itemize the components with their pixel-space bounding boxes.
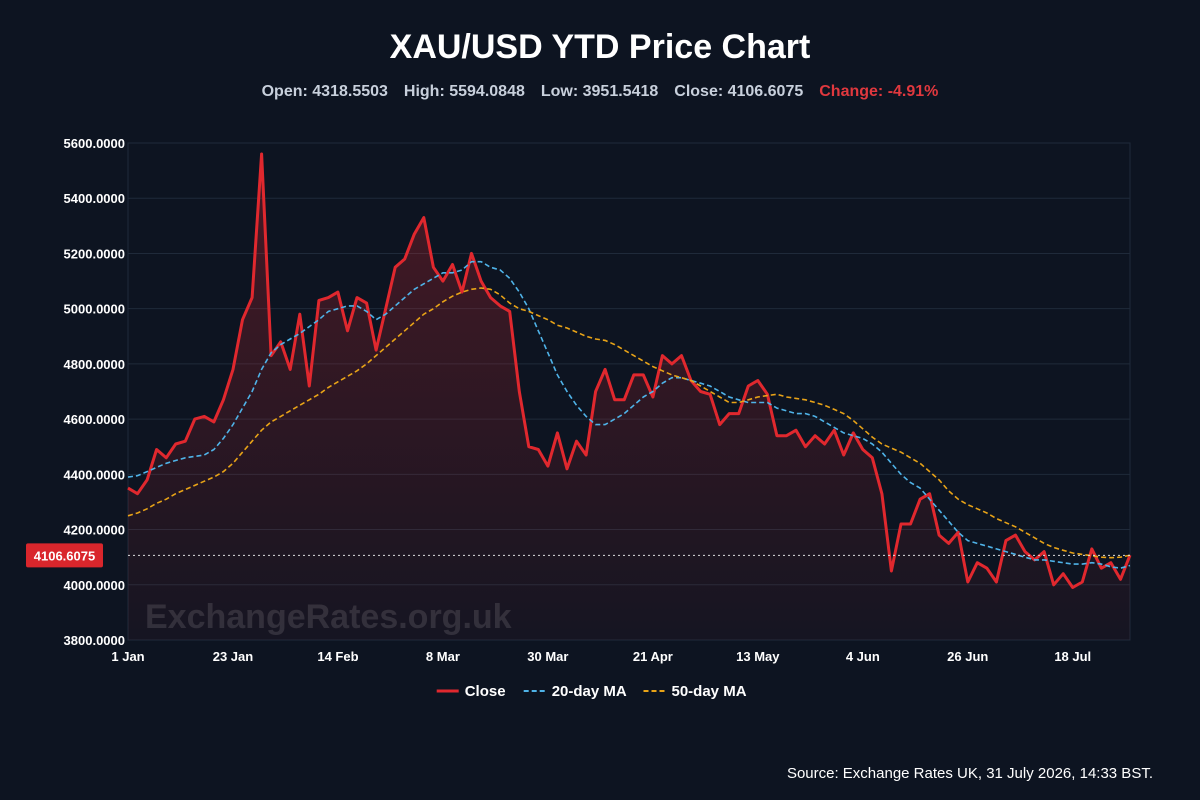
x-tick-label: 14 Feb: [317, 649, 358, 664]
x-tick-label: 13 May: [736, 649, 780, 664]
x-tick-label: 26 Jun: [947, 649, 988, 664]
y-tick-label: 4600.0000: [64, 412, 125, 427]
last-value-badge: [26, 543, 103, 568]
x-tick-label: 30 Mar: [527, 649, 568, 664]
chart-title: XAU/USD YTD Price Chart: [390, 28, 811, 66]
line: [127, 260, 1131, 569]
y-tick-label: 5200.0000: [64, 246, 125, 261]
y-tick-label: 4000.0000: [64, 578, 125, 593]
x-tick-label: 8 Mar: [426, 649, 460, 664]
stats: Open: 4318.5503 High: 5594.0848 Low: 3951.…: [262, 83, 939, 100]
legend-label: 20-day MA: [552, 683, 627, 700]
legend-label: 50-day MA: [672, 683, 747, 700]
last-value-label: 4106.6075: [34, 548, 95, 563]
stat: Close: 4106.6075: [674, 83, 803, 100]
x-tick-label: 21 Apr: [633, 649, 673, 664]
line: [127, 287, 1131, 559]
y-tick-label: 4800.0000: [64, 357, 125, 372]
y-tick-label: 4200.0000: [64, 523, 125, 538]
legend-label: Close: [465, 683, 506, 700]
x-tick-label: 18 Jul: [1054, 649, 1091, 664]
area: [128, 154, 1130, 640]
x-tick-label: 1 Jan: [111, 649, 144, 664]
y-tick-label: 5000.0000: [64, 302, 125, 317]
source: Source: Exchange Rates UK, 31 July 2026,…: [787, 765, 1153, 782]
y-tick-label: 3800.0000: [64, 633, 125, 648]
stat: Open: 4318.5503: [262, 83, 388, 100]
y-tick-label: 5600.0000: [64, 136, 125, 151]
line: [127, 152, 1132, 589]
stat: High: 5594.0848: [404, 83, 525, 100]
y-tick-label: 5400.0000: [64, 191, 125, 206]
x-tick-label: 23 Jan: [213, 649, 254, 664]
stat: Low: 3951.5418: [541, 83, 659, 100]
x-tick-label: 4 Jun: [846, 649, 880, 664]
y-tick-label: 4400.0000: [64, 467, 125, 482]
change: Change: -4.91%: [819, 83, 938, 100]
